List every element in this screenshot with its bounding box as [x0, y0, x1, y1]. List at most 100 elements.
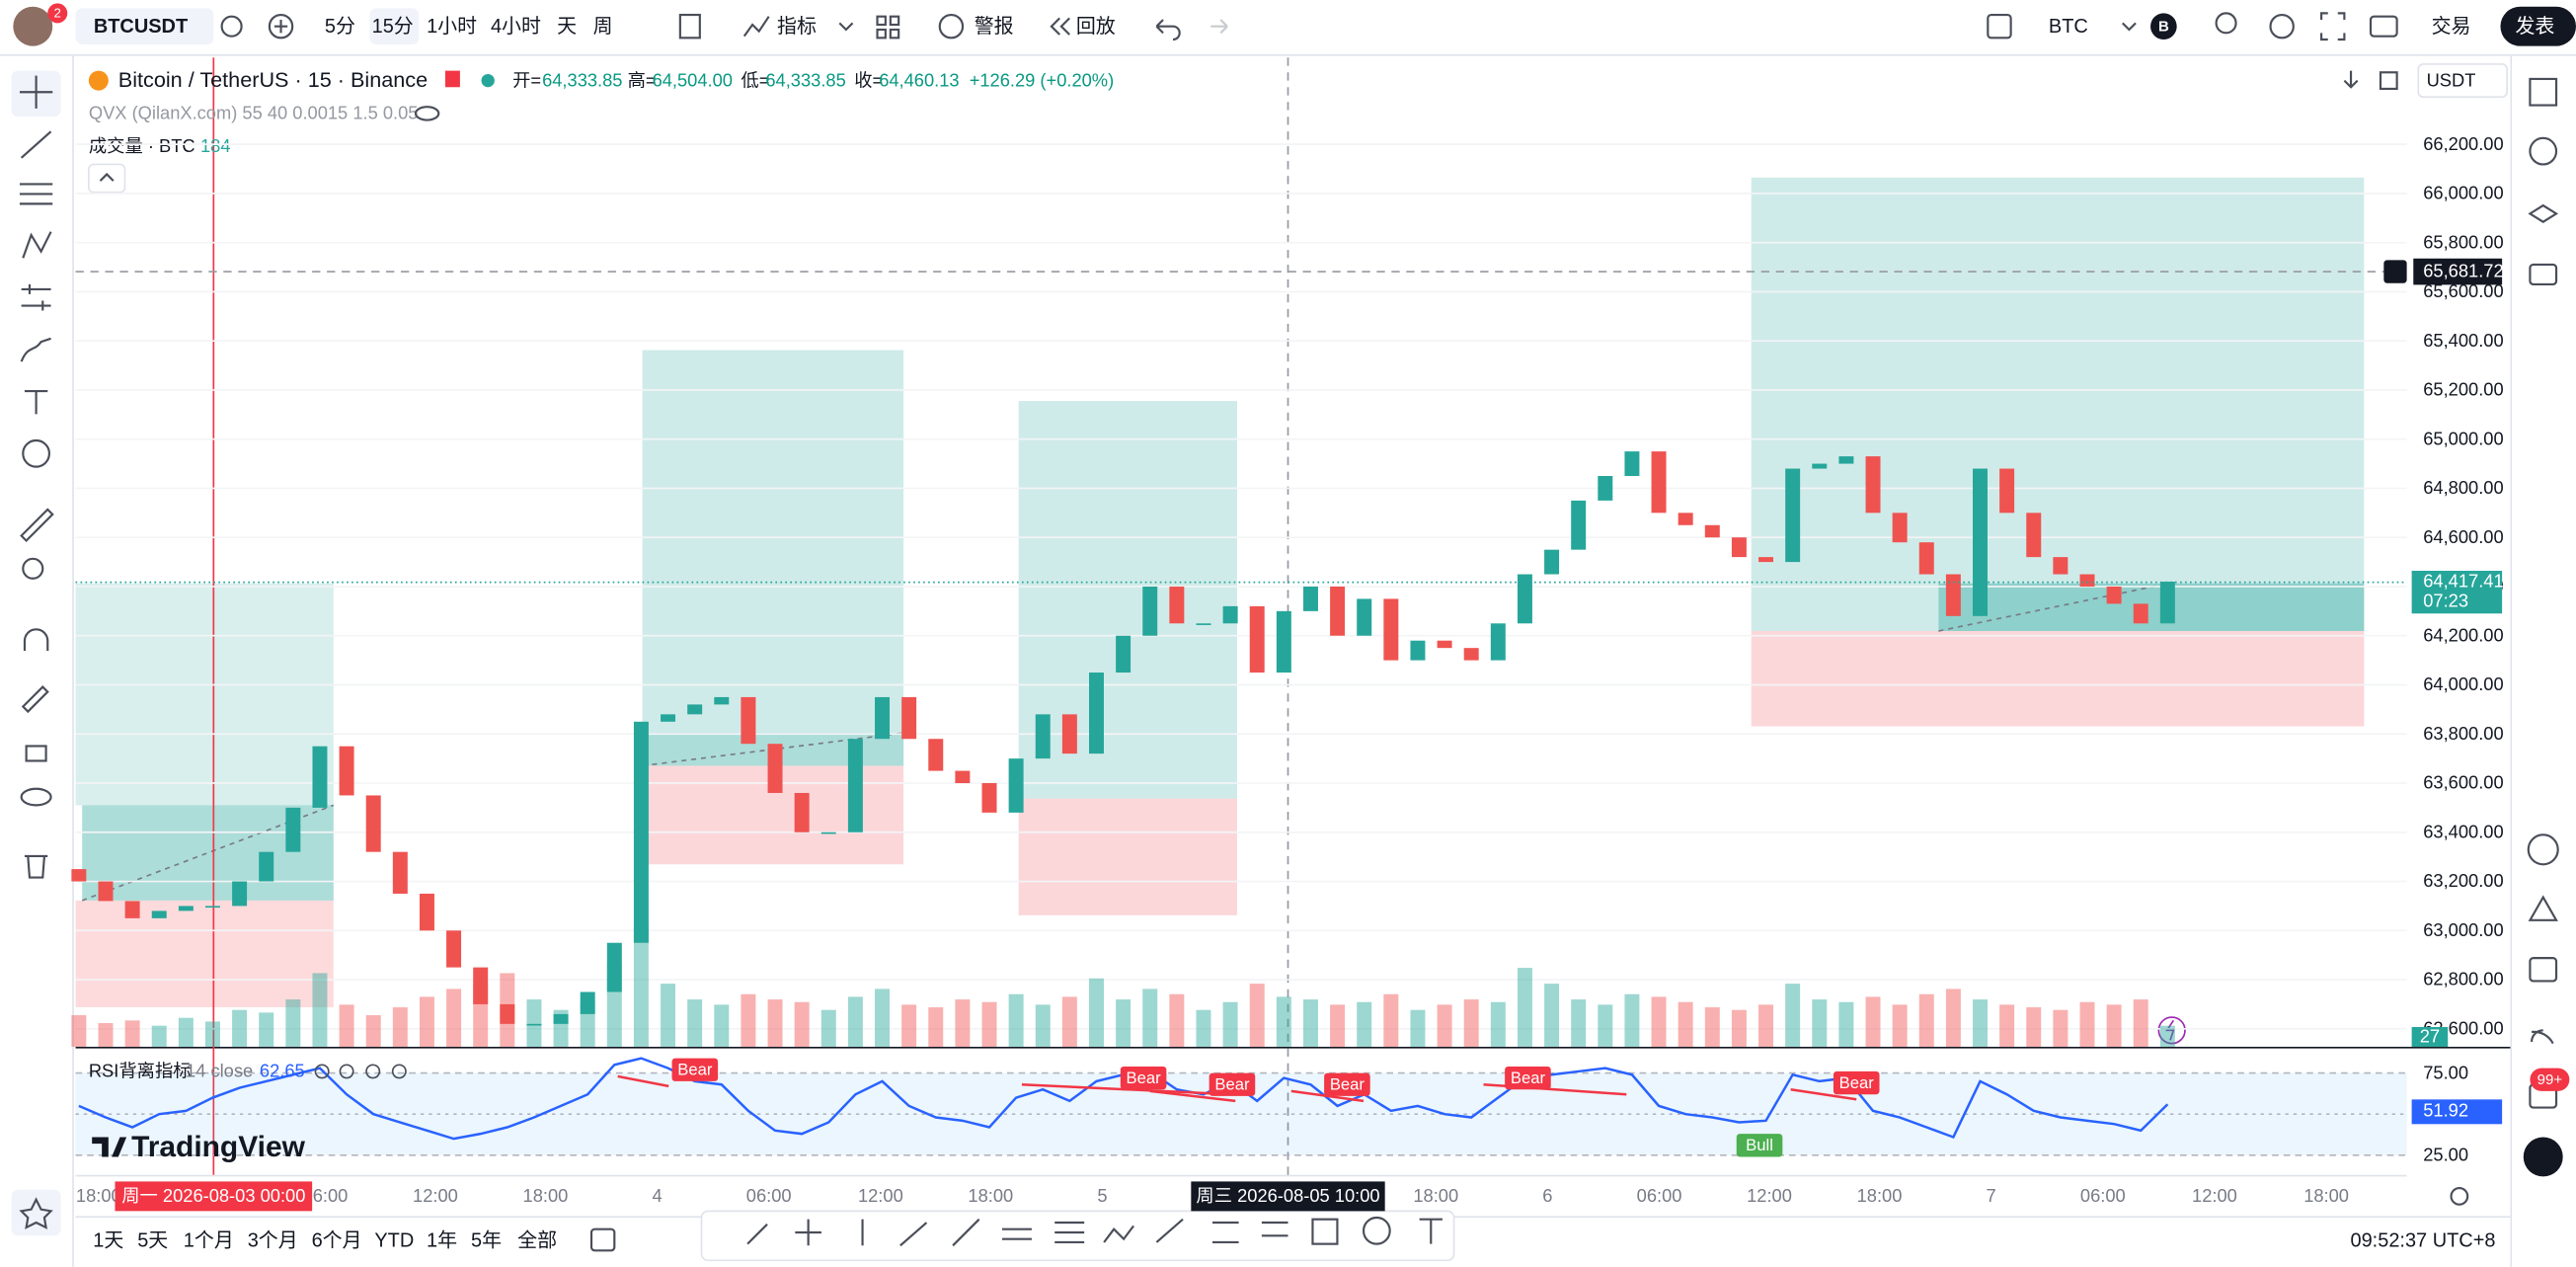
lock-draw-tool[interactable]: [21, 685, 49, 714]
logo[interactable]: TradingView: [131, 1131, 306, 1163]
scale-icon[interactable]: [2379, 71, 2398, 90]
text-tool[interactable]: [24, 389, 48, 415]
long-profit-zone[interactable]: [1751, 177, 2365, 632]
long-entry-zone[interactable]: [1938, 583, 2365, 632]
ideas-icon[interactable]: [2528, 895, 2558, 921]
favorites-bg[interactable]: [11, 1189, 61, 1236]
range-button[interactable]: 全部: [517, 1228, 557, 1251]
snapshot-icon[interactable]: [2369, 15, 2398, 38]
visibility-tool[interactable]: [20, 787, 52, 807]
scale-icon[interactable]: [2343, 70, 2359, 89]
range-button[interactable]: 1天: [93, 1229, 123, 1251]
rsi-control[interactable]: [339, 1064, 354, 1079]
interval[interactable]: 1小时: [427, 15, 477, 38]
indicators-icon[interactable]: [742, 16, 770, 38]
watch-icon[interactable]: [1987, 13, 2012, 40]
ohlc-label: 收=: [854, 69, 883, 90]
indicators[interactable]: 指标: [777, 15, 817, 38]
avatar[interactable]: [13, 6, 53, 46]
long-stop-zone[interactable]: [75, 900, 334, 1008]
publish-label[interactable]: 发表: [2515, 15, 2554, 38]
rsi-control[interactable]: [391, 1064, 407, 1079]
dropdown[interactable]: [838, 22, 854, 32]
alert[interactable]: 警报: [975, 15, 1014, 38]
hide-icon[interactable]: [414, 106, 440, 121]
rsi-title[interactable]: RSI背离指标: [89, 1061, 192, 1081]
ruler-tool[interactable]: [20, 508, 54, 543]
stream-icon[interactable]: [2530, 1029, 2554, 1045]
favorites-icon[interactable]: [19, 1197, 53, 1229]
emoji-tool[interactable]: [22, 438, 50, 468]
magnet-tool[interactable]: [23, 628, 49, 651]
text-tool[interactable]: [1419, 1218, 1443, 1244]
range-button[interactable]: 5天: [137, 1229, 168, 1251]
range-button[interactable]: 1年: [427, 1228, 457, 1251]
trendline-tool[interactable]: [20, 130, 52, 159]
pattern-tool[interactable]: [22, 231, 52, 259]
interval[interactable]: 15分: [372, 15, 414, 38]
fullscreen-icon[interactable]: [2320, 12, 2346, 41]
long-profit-zone[interactable]: [75, 583, 334, 806]
lock-tool[interactable]: [25, 745, 47, 762]
symbol[interactable]: BTCUSDT: [94, 16, 188, 38]
range-button[interactable]: 1个月: [184, 1228, 234, 1251]
publish-button[interactable]: [2500, 6, 2576, 46]
currency[interactable]: BTC: [2049, 16, 2088, 38]
add-alert-button[interactable]: [2383, 260, 2407, 283]
fib-tool[interactable]: [19, 183, 53, 205]
alerts-icon[interactable]: [2529, 136, 2558, 166]
target-icon[interactable]: [2527, 833, 2559, 866]
compare-icon[interactable]: [220, 15, 243, 38]
quote-box[interactable]: [2417, 63, 2508, 99]
interval[interactable]: 周: [593, 16, 613, 38]
dropdown[interactable]: [2121, 22, 2137, 32]
play-tool[interactable]: [1362, 1216, 1391, 1245]
forecast-tool[interactable]: [21, 283, 51, 311]
replay-icon[interactable]: [1050, 17, 1070, 36]
rsi-control[interactable]: [365, 1064, 381, 1079]
interval[interactable]: 天: [557, 16, 577, 38]
search-icon[interactable]: [2215, 12, 2237, 35]
rsi-control[interactable]: [314, 1064, 330, 1079]
long-stop-zone[interactable]: [1018, 798, 1237, 915]
layout-icon[interactable]: [876, 15, 887, 27]
candle-type-icon[interactable]: [678, 13, 701, 40]
long-profit-zone[interactable]: [642, 350, 904, 734]
long-profit-zone[interactable]: [1018, 401, 1237, 799]
long-stop-zone[interactable]: [1751, 631, 2365, 727]
clock[interactable]: 09:52:37 UTC+8: [2350, 1229, 2495, 1251]
interval[interactable]: 5分: [325, 15, 355, 38]
collapse-button[interactable]: [88, 163, 126, 194]
redo-icon[interactable]: [1210, 19, 1228, 35]
range-button[interactable]: 6个月: [312, 1228, 362, 1251]
apps-button[interactable]: [2523, 1137, 2563, 1177]
undo-icon[interactable]: [1155, 19, 1181, 41]
drawing-tools[interactable]: [746, 1218, 1288, 1247]
crosshair-tool[interactable]: [19, 75, 53, 109]
zoom-tool[interactable]: [22, 557, 44, 580]
symbol-box[interactable]: [75, 8, 214, 44]
replay[interactable]: 回放: [1076, 15, 1116, 38]
trade[interactable]: 交易: [2432, 15, 2471, 38]
volume-title[interactable]: 成交量 · BTC: [89, 135, 195, 156]
range-button[interactable]: YTD: [374, 1229, 414, 1251]
flag[interactable]: [444, 70, 460, 88]
range-button[interactable]: 3个月: [248, 1228, 298, 1251]
brush-tool[interactable]: [20, 337, 51, 362]
date-range-icon[interactable]: [589, 1227, 616, 1252]
calendar-icon[interactable]: [2529, 957, 2558, 983]
quote-currency[interactable]: USDT: [2427, 69, 2476, 90]
interval[interactable]: 4小时: [491, 15, 541, 38]
layers-icon[interactable]: [2528, 203, 2559, 223]
broker-logo[interactable]: [2150, 13, 2177, 40]
settings-icon[interactable]: [2269, 13, 2295, 40]
chat-icon[interactable]: [2529, 263, 2558, 286]
alert-icon[interactable]: [938, 13, 965, 40]
delete-tool[interactable]: [24, 854, 48, 879]
watchlist-icon[interactable]: [2529, 77, 2558, 107]
axis-settings[interactable]: [2450, 1186, 2469, 1206]
rect-tool[interactable]: [1311, 1218, 1339, 1245]
range-button[interactable]: 5年: [471, 1228, 502, 1251]
indicator-legend[interactable]: QVX (QilanX.com) 55 40 0.0015 1.5 0.05: [89, 103, 419, 123]
add-icon[interactable]: [268, 13, 294, 40]
